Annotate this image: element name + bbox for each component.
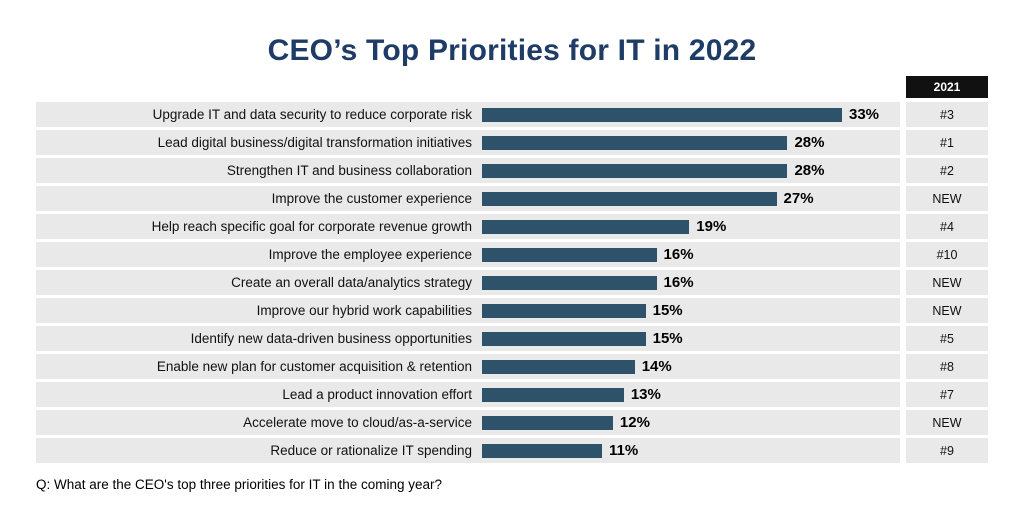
value-bar	[482, 387, 624, 402]
value-label: 19%	[696, 218, 727, 235]
bar-area: 16%	[482, 242, 900, 267]
rank-column-header-row: 2021	[36, 76, 988, 98]
value-bar	[482, 219, 690, 234]
category-label: Lead a product innovation effort	[282, 387, 472, 402]
rank-2021-cell: #7	[906, 382, 988, 407]
rank-2021-cell: #1	[906, 130, 988, 155]
bar-area: 12%	[482, 410, 900, 435]
bar-area: 27%	[482, 186, 900, 211]
category-label: Help reach specific goal for corporate r…	[151, 219, 472, 234]
chart-row: Identify new data-driven business opport…	[36, 326, 988, 351]
category-label: Strengthen IT and business collaboration	[226, 163, 472, 178]
bar-area: 14%	[482, 354, 900, 379]
value-label: 16%	[663, 274, 694, 291]
chart-row: Strengthen IT and business collaboration…	[36, 158, 988, 183]
chart-row: Improve our hybrid work capabilities 15%…	[36, 298, 988, 323]
category-label: Accelerate move to cloud/as-a-service	[243, 415, 472, 430]
category-label: Improve the customer experience	[271, 191, 472, 206]
bar-area: 15%	[482, 326, 900, 351]
rank-2021-cell: NEW	[906, 186, 988, 211]
chart-title: CEO’s Top Priorities for IT in 2022	[267, 34, 757, 67]
value-label: 28%	[794, 162, 825, 179]
chart-row: Reduce or rationalize IT spending 11% #9	[36, 438, 988, 463]
rank-2021-cell: NEW	[906, 410, 988, 435]
rank-2021-cell: #5	[906, 326, 988, 351]
category-label: Improve our hybrid work capabilities	[256, 303, 472, 318]
row-band: Improve the customer experience 27%	[36, 186, 900, 211]
value-bar	[482, 163, 788, 178]
chart-row: Create an overall data/analytics strateg…	[36, 270, 988, 295]
bar-area: 33%	[482, 102, 900, 127]
bar-area: 16%	[482, 270, 900, 295]
value-label: 15%	[652, 302, 683, 319]
chart-row: Accelerate move to cloud/as-a-service 12…	[36, 410, 988, 435]
value-bar	[482, 331, 646, 346]
row-band: Lead digital business/digital transforma…	[36, 130, 900, 155]
value-label: 28%	[794, 134, 825, 151]
chart-row: Improve the customer experience 27% NEW	[36, 186, 988, 211]
value-bar	[482, 107, 842, 122]
value-bar	[482, 443, 602, 458]
rank-2021-cell: NEW	[906, 270, 988, 295]
category-label: Identify new data-driven business opport…	[190, 331, 472, 346]
value-label: 13%	[630, 386, 661, 403]
chart-row: Lead a product innovation effort 13% #7	[36, 382, 988, 407]
row-band: Improve the employee experience 16%	[36, 242, 900, 267]
value-bar	[482, 135, 788, 150]
chart-row: Upgrade IT and data security to reduce c…	[36, 102, 988, 127]
rank-column-header: 2021	[906, 76, 988, 98]
value-bar	[482, 415, 613, 430]
value-bar	[482, 247, 657, 262]
row-band: Identify new data-driven business opport…	[36, 326, 900, 351]
value-label: 16%	[663, 246, 694, 263]
category-label: Reduce or rationalize IT spending	[270, 443, 472, 458]
bar-area: 19%	[482, 214, 900, 239]
rank-2021-cell: #4	[906, 214, 988, 239]
value-label: 33%	[849, 106, 880, 123]
bar-area: 15%	[482, 298, 900, 323]
chart-row: Improve the employee experience 16% #10	[36, 242, 988, 267]
bar-rows-container: Upgrade IT and data security to reduce c…	[36, 102, 988, 463]
rank-2021-cell: #9	[906, 438, 988, 463]
rank-2021-cell: NEW	[906, 298, 988, 323]
rank-2021-cell: #10	[906, 242, 988, 267]
value-bar	[482, 191, 777, 206]
category-label: Create an overall data/analytics strateg…	[231, 275, 472, 290]
value-label: 11%	[609, 442, 639, 459]
bar-area: 11%	[482, 438, 900, 463]
chart-row: Lead digital business/digital transforma…	[36, 130, 988, 155]
row-band: Strengthen IT and business collaboration…	[36, 158, 900, 183]
row-band: Help reach specific goal for corporate r…	[36, 214, 900, 239]
row-band: Create an overall data/analytics strateg…	[36, 270, 900, 295]
row-band: Accelerate move to cloud/as-a-service 12…	[36, 410, 900, 435]
row-band: Lead a product innovation effort 13%	[36, 382, 900, 407]
row-band: Upgrade IT and data security to reduce c…	[36, 102, 900, 127]
category-label: Enable new plan for customer acquisition…	[156, 359, 472, 374]
bar-area: 13%	[482, 382, 900, 407]
category-label: Lead digital business/digital transforma…	[157, 135, 472, 150]
value-label: 14%	[641, 358, 672, 375]
bar-area: 28%	[482, 130, 900, 155]
rank-2021-cell: #3	[906, 102, 988, 127]
category-label: Improve the employee experience	[268, 247, 472, 262]
value-label: 15%	[652, 330, 683, 347]
value-label: 12%	[619, 414, 650, 431]
value-bar	[482, 303, 646, 318]
bar-area: 28%	[482, 158, 900, 183]
survey-question-footnote: Q: What are the CEO's top three prioriti…	[36, 477, 443, 492]
rank-2021-cell: #2	[906, 158, 988, 183]
row-band: Reduce or rationalize IT spending 11%	[36, 438, 900, 463]
value-bar	[482, 275, 657, 290]
value-bar	[482, 359, 635, 374]
value-label: 27%	[783, 190, 814, 207]
row-band: Improve our hybrid work capabilities 15%	[36, 298, 900, 323]
row-band: Enable new plan for customer acquisition…	[36, 354, 900, 379]
chart-row: Enable new plan for customer acquisition…	[36, 354, 988, 379]
chart-row: Help reach specific goal for corporate r…	[36, 214, 988, 239]
category-label: Upgrade IT and data security to reduce c…	[152, 107, 472, 122]
rank-2021-cell: #8	[906, 354, 988, 379]
